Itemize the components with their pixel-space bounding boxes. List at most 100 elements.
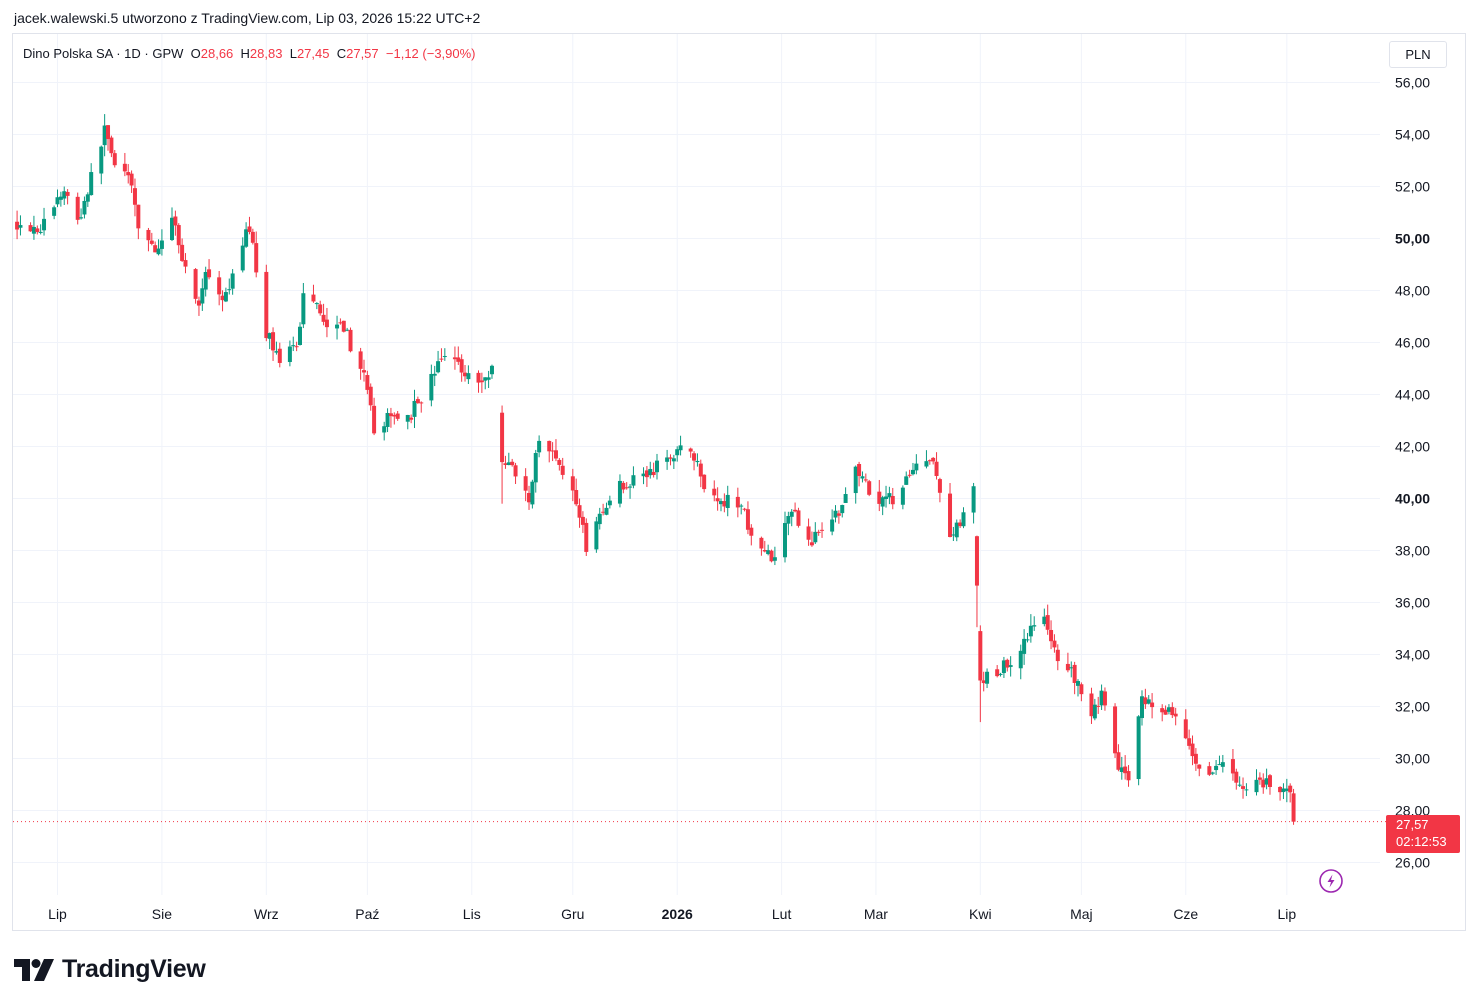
candle-body	[604, 507, 609, 515]
candle-body	[621, 482, 626, 490]
tradingview-brand[interactable]: TradingView	[14, 955, 206, 984]
candle-body	[52, 207, 57, 216]
candle-body	[533, 453, 538, 483]
candle-body	[1069, 667, 1074, 669]
candle-body	[1284, 788, 1289, 791]
candle-body	[1183, 719, 1188, 739]
last-price-value: 27,57	[1396, 817, 1429, 832]
candle-body	[786, 516, 791, 524]
candle-body	[628, 486, 633, 488]
candle-body	[601, 511, 606, 513]
candle-body	[1008, 665, 1013, 667]
candle-body	[361, 370, 366, 373]
candle-body	[500, 412, 505, 463]
candle-body	[934, 461, 939, 477]
candle-body	[796, 510, 801, 526]
y-tick-label: 32,00	[1395, 699, 1430, 715]
candle-body	[82, 200, 87, 215]
candle-body	[877, 491, 882, 504]
candle-body	[527, 492, 532, 503]
legend-high: 28,83	[249, 46, 283, 61]
candle-body	[466, 373, 471, 380]
candle-body	[617, 480, 622, 504]
candle-body	[1291, 793, 1296, 822]
candle-body	[1214, 765, 1219, 771]
candle-body	[324, 319, 329, 328]
x-tick-label: Lip	[48, 906, 67, 922]
legend-close: 27,57	[346, 46, 379, 61]
legend-change: −1,12 (−3,90%)	[385, 46, 476, 61]
candle-body	[388, 413, 393, 417]
ohlc-legend: Dino Polska SA · 1D · GPW O28,66 H28,83 …	[23, 46, 476, 61]
candle-body	[1230, 759, 1235, 774]
candle-body	[173, 216, 178, 226]
candle-body	[203, 271, 208, 290]
candle-body	[715, 498, 720, 502]
candle-body	[176, 225, 181, 246]
candle-body	[1261, 779, 1266, 788]
candle-body	[1116, 752, 1121, 770]
candle-body	[294, 346, 299, 348]
candle-body	[1190, 743, 1195, 757]
candle-body	[907, 474, 912, 476]
y-tick-label: 50,00	[1395, 231, 1430, 247]
candle-body	[735, 496, 740, 508]
candle-body	[1160, 708, 1165, 713]
candle-body	[62, 191, 67, 199]
candle-body	[196, 300, 201, 306]
candle-body	[112, 153, 117, 166]
candle-body	[156, 248, 161, 255]
candle-body	[836, 513, 841, 516]
candle-body	[271, 332, 276, 351]
candle-body	[1028, 625, 1033, 637]
candle-body	[951, 534, 956, 536]
x-tick-label: Lut	[772, 906, 792, 922]
candle-body	[1045, 615, 1050, 630]
y-tick-label: 36,00	[1395, 595, 1430, 611]
candle-body	[665, 457, 670, 462]
candle-body	[853, 466, 858, 494]
candle-body	[382, 426, 387, 433]
candle-body	[884, 496, 889, 499]
candle-body	[985, 671, 990, 684]
candle-body	[782, 523, 787, 558]
candle-body	[1032, 625, 1037, 627]
candle-body	[338, 322, 343, 324]
legend-high-label: H	[240, 46, 250, 61]
candle-body	[55, 197, 60, 205]
lightning-bolt-icon[interactable]	[1318, 868, 1344, 894]
candle-body	[436, 361, 441, 373]
candle-body	[415, 399, 420, 403]
candle-body	[772, 557, 777, 561]
candle-body	[1166, 707, 1171, 712]
candle-body	[1052, 640, 1057, 648]
y-tick-label: 56,00	[1395, 75, 1430, 91]
x-tick-label: Mar	[864, 906, 888, 922]
candle-body	[981, 680, 986, 684]
x-tick-label: Kwi	[969, 906, 992, 922]
candle-body	[89, 172, 94, 196]
candle-body	[900, 487, 905, 505]
candle-body	[1001, 660, 1006, 674]
candle-body	[557, 459, 562, 465]
candle-body	[860, 476, 865, 479]
last-price-tag: 27,57 02:12:53	[1386, 815, 1460, 853]
candle-body	[247, 226, 252, 232]
x-tick-label: Gru	[561, 906, 584, 922]
candle-body	[409, 417, 414, 420]
candle-body	[857, 463, 862, 477]
y-tick-label: 38,00	[1395, 543, 1430, 559]
candle-body	[978, 631, 983, 681]
candle-body	[395, 413, 400, 419]
candle-body	[1005, 659, 1010, 668]
candle-body	[79, 217, 84, 219]
currency-button[interactable]: PLN	[1389, 41, 1447, 68]
candle-body	[1119, 767, 1124, 773]
y-tick-label: 42,00	[1395, 439, 1430, 455]
candle-body	[419, 402, 424, 404]
y-tick-label: 48,00	[1395, 283, 1430, 299]
legend-low: 27,45	[296, 46, 330, 61]
candle-body	[297, 326, 302, 346]
candle-body	[597, 513, 602, 525]
